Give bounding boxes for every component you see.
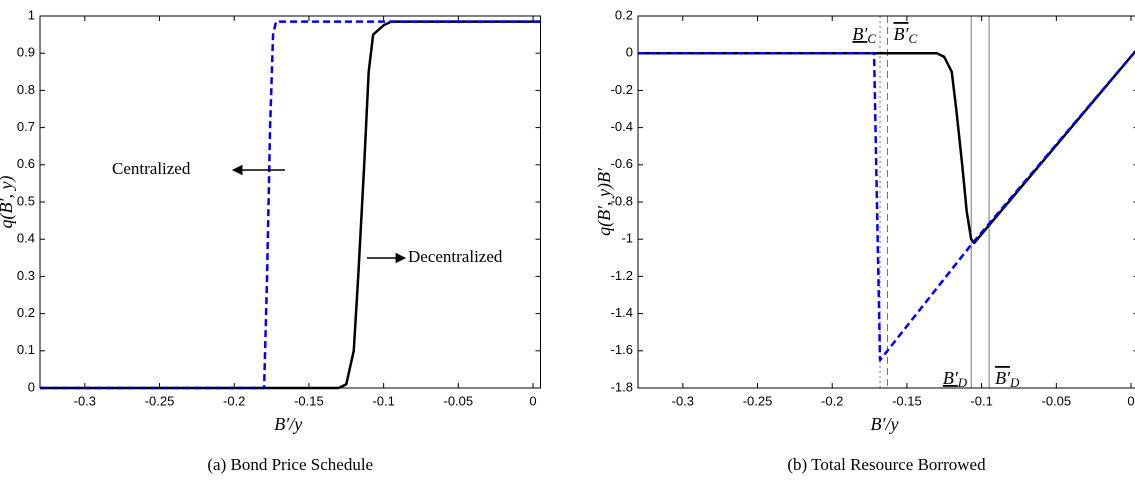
series-line [40,20,541,390]
x-tick-label: 0 [529,393,536,408]
x-tick-label: -0.1 [970,393,992,408]
x-tick-label: -0.25 [743,393,773,408]
y-tick-label: -1.8 [611,379,633,394]
y-tick-label: -1.6 [611,342,633,357]
caption: (a) Bond Price Schedule [207,455,373,474]
plot-area [638,16,1135,388]
y-tick-label: -1.4 [611,305,633,320]
reference-symbol: B′ [894,24,910,44]
x-tick-label: 0 [1127,393,1134,408]
y-tick-label: 0.4 [17,231,35,246]
series-line [638,49,1135,362]
caption: (b) Total Resource Borrowed [787,455,986,474]
y-tick-label: 0.1 [17,342,35,357]
y-tick-label: 0.8 [17,82,35,97]
x-tick-label: -0.15 [892,393,922,408]
plot-frame [637,15,1135,389]
x-tick-label: -0.2 [821,393,843,408]
reference-symbol: B′ [852,24,868,44]
x-axis-label: B′/y [274,414,302,434]
y-tick-label: 0 [28,379,35,394]
y-axis-label: q(B′, y) [0,176,17,229]
y-tick-label: 0.7 [17,119,35,134]
x-tick-label: -0.2 [223,393,245,408]
x-axis-label: B′/y [871,414,899,434]
x-tick-label: -0.25 [145,393,175,408]
y-tick-label: -0.6 [611,156,633,171]
y-tick-label: -0.8 [611,193,633,208]
y-tick-label: -0.4 [611,119,633,134]
x-tick-label: -0.3 [672,393,694,408]
y-tick-label: 0.9 [17,45,35,60]
panel: -0.3 -0.25 -0.2 -0.15 -0.1 -0.05 0 -1.8 -1.6 -1.4… [594,7,1135,474]
reference-label: B′C [852,24,876,46]
y-tick-label: 0 [626,45,633,60]
series-line [638,49,1135,245]
reference-subscript: C [867,31,876,46]
plot-area [40,16,541,388]
y-tick-label: -1.2 [611,268,633,283]
y-tick-label: 0.3 [17,268,35,283]
plot-frame [39,15,541,389]
reference-symbol: B′ [995,368,1011,388]
y-tick-label: -0.2 [611,82,633,97]
reference-subscript: D [1009,375,1020,390]
x-tick-label: -0.3 [74,393,96,408]
y-tick-label: -1 [621,231,633,246]
x-tick-label: -0.05 [1042,393,1072,408]
y-tick-label: 0.5 [17,193,35,208]
y-tick-label: 0.2 [615,7,633,22]
annotation: Centralized [112,159,191,178]
x-tick-label: -0.1 [372,393,394,408]
panel: -0.3 -0.25 -0.2 -0.15 -0.1 -0.05 0 0 0.1 0.2 0.3 0.… [0,7,541,474]
x-tick-label: -0.15 [294,393,324,408]
y-tick-label: 1 [28,7,35,22]
annotation: Decentralized [408,247,503,266]
reference-label: B′C [894,24,918,46]
reference-symbol: B′ [943,368,959,388]
y-tick-label: 0.2 [17,305,35,320]
y-axis-label: q(B′, y)B′ [594,167,615,236]
reference-label: B′D [943,368,968,390]
x-tick-label: -0.05 [444,393,474,408]
reference-label: B′D [995,368,1020,390]
reference-subscript: C [908,31,917,46]
y-tick-label: 0.6 [17,156,35,171]
reference-subscript: D [957,375,968,390]
